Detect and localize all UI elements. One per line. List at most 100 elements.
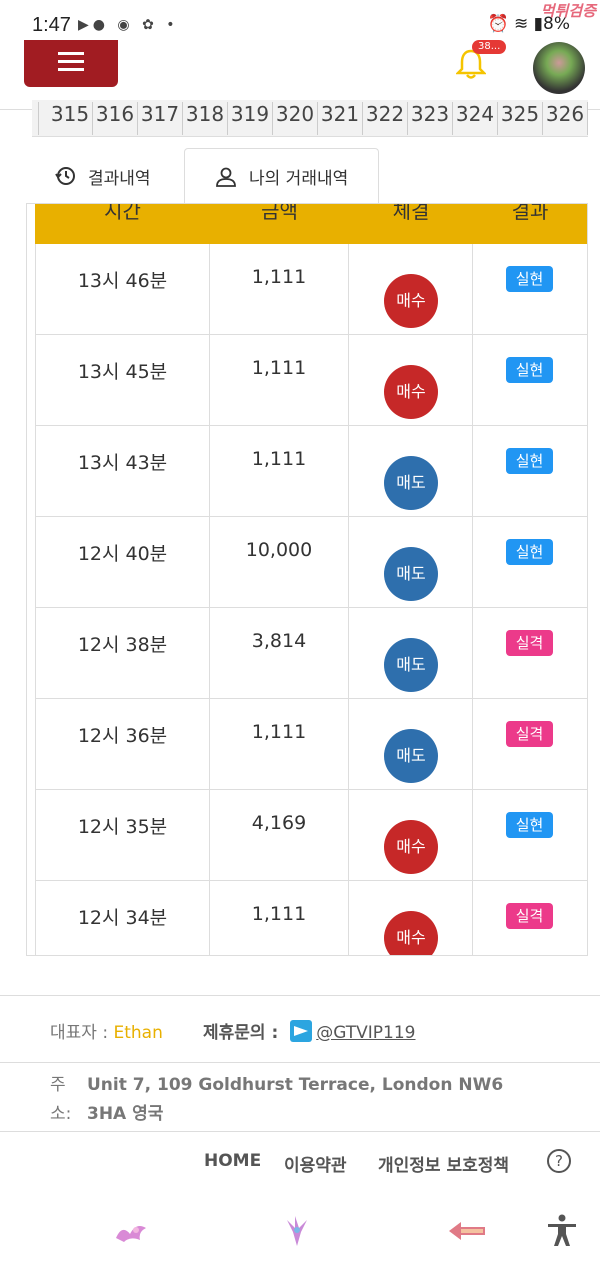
table-row: 12시 36분 1,111 매도 실격 [35, 699, 587, 790]
footer-links: HOME 이용약관 개인정보 보호정책 ? [0, 1149, 600, 1181]
cell-amount: 4,169 [210, 790, 349, 881]
trade-type-badge: 매수 [384, 820, 438, 874]
cell-time: 13시 45분 [35, 335, 210, 426]
cell-amount: 3,814 [210, 608, 349, 699]
header-amount: 금액 [261, 203, 298, 223]
round-number[interactable]: 324 [453, 102, 498, 135]
tab-results-history[interactable]: 결과내역 [24, 148, 184, 204]
table-row: 12시 38분 3,814 매도 실격 [35, 608, 587, 699]
trade-type-badge: 매수 [384, 274, 438, 328]
time-text: 12시 35분 [77, 816, 168, 838]
trade-history-table: 시간 금액 체결 결과 13시 46분 1,111 매수 실현 13시 45분 1,111… [26, 203, 588, 956]
round-number[interactable]: 318 [183, 102, 228, 135]
round-number[interactable]: 320 [273, 102, 318, 135]
round-number[interactable]: 316 [93, 102, 138, 135]
cell-amount: 1,111 [210, 335, 349, 426]
result-badge: 실격 [506, 721, 553, 747]
cell-trade: 매수 [349, 881, 473, 955]
cell-result: 실현 [473, 790, 587, 881]
cell-trade: 매수 [349, 335, 473, 426]
cell-result: 실현 [473, 244, 587, 335]
link-terms[interactable]: 이용약관 [284, 1156, 347, 1176]
round-number[interactable]: 317 [138, 102, 183, 135]
amount-text: 1,111 [251, 903, 307, 925]
result-badge: 실현 [506, 266, 553, 292]
rep-name: Ethan [113, 1023, 163, 1043]
cell-result: 실현 [473, 335, 587, 426]
round-number[interactable]: 315 [48, 102, 93, 135]
cell-time: 12시 35분 [35, 790, 210, 881]
cell-result: 실현 [473, 426, 587, 517]
home-wings-icon[interactable] [110, 1214, 150, 1248]
amount-text: 4,169 [251, 812, 307, 834]
menu-line [58, 52, 84, 55]
header-result: 결과 [511, 203, 549, 223]
avatar[interactable] [533, 42, 585, 94]
round-number[interactable]: 322 [363, 102, 408, 135]
amount-text: 1,111 [251, 357, 307, 379]
top-bar: 38... [0, 40, 600, 110]
back-arrow-icon[interactable] [447, 1214, 487, 1248]
link-privacy[interactable]: 개인정보 보호정책 [378, 1156, 510, 1176]
table-row: 12시 34분 1,111 매수 실격 [35, 881, 587, 955]
cell-result: 실격 [473, 608, 587, 699]
cell-amount: 1,111 [210, 426, 349, 517]
cell-time: 13시 46분 [35, 244, 210, 335]
trade-type-badge: 매도 [384, 638, 438, 692]
menu-button[interactable] [24, 40, 118, 87]
link-home[interactable]: HOME [204, 1151, 262, 1171]
tab-my-trades[interactable]: 나의 거래내역 [184, 148, 379, 204]
trade-type-badge: 매도 [384, 547, 438, 601]
footer: 대표자 : Ethan 제휴문의 : @GTVIP119 주소: Unit 7,… [0, 995, 600, 1195]
round-number[interactable]: 319 [228, 102, 273, 135]
header-time: 시간 [104, 203, 141, 223]
history-icon [55, 167, 75, 185]
round-number[interactable]: 4 [32, 102, 39, 135]
address: Unit 7, 109 Goldhurst Terrace, London NW… [87, 1075, 504, 1124]
table-header: 시간 금액 체결 결과 [35, 204, 587, 244]
cell-trade: 매도 [349, 517, 473, 608]
help-icon[interactable]: ? [547, 1149, 571, 1173]
table-row: 13시 46분 1,111 매수 실현 [35, 244, 587, 335]
round-number[interactable]: 325 [498, 102, 543, 135]
result-badge: 실현 [506, 812, 553, 838]
table-row: 13시 45분 1,111 매수 실현 [35, 335, 587, 426]
cell-amount: 10,000 [210, 517, 349, 608]
time-text: 12시 36분 [77, 725, 168, 747]
time-text: 13시 46분 [77, 270, 168, 292]
cell-trade: 매도 [349, 608, 473, 699]
accessibility-icon[interactable] [542, 1214, 582, 1248]
rep-label: 대표자 : [50, 1023, 114, 1043]
partner-label: 제휴문의 : [203, 1023, 285, 1043]
round-number[interactable]: 323 [408, 102, 453, 135]
round-number[interactable]: 321 [318, 102, 363, 135]
cell-amount: 1,111 [210, 244, 349, 335]
trade-type-badge: 매수 [384, 365, 438, 419]
notification-badge: 38... [472, 40, 507, 54]
header-trade: 체결 [392, 203, 430, 223]
tab-bar: 결과내역 나의 거래내역 [24, 148, 588, 204]
menu-line [58, 60, 84, 63]
table-row: 12시 40분 10,000 매도 실현 [35, 517, 587, 608]
cell-amount: 1,111 [210, 699, 349, 790]
menu-fairy-icon[interactable] [277, 1214, 317, 1248]
menu-line [58, 68, 84, 71]
time-text: 12시 38분 [77, 634, 168, 656]
cell-result: 실격 [473, 881, 587, 955]
cell-amount: 1,111 [210, 881, 349, 955]
time-text: 13시 43분 [77, 452, 168, 474]
round-number[interactable]: 326 [543, 102, 588, 135]
divider [0, 1131, 600, 1132]
cell-trade: 매도 [349, 699, 473, 790]
table-row: 12시 35분 4,169 매수 실현 [35, 790, 587, 881]
cell-time: 13시 43분 [35, 426, 210, 517]
cell-trade: 매도 [349, 426, 473, 517]
trade-type-badge: 매수 [384, 911, 438, 955]
notification-icons: ▶● ◉ ✿ • [78, 17, 179, 33]
amount-text: 10,000 [245, 539, 313, 561]
trade-type-badge: 매도 [384, 456, 438, 510]
telegram-link[interactable]: @GTVIP119 [316, 1023, 416, 1043]
bottom-nav [0, 1196, 600, 1267]
result-badge: 실현 [506, 357, 553, 383]
